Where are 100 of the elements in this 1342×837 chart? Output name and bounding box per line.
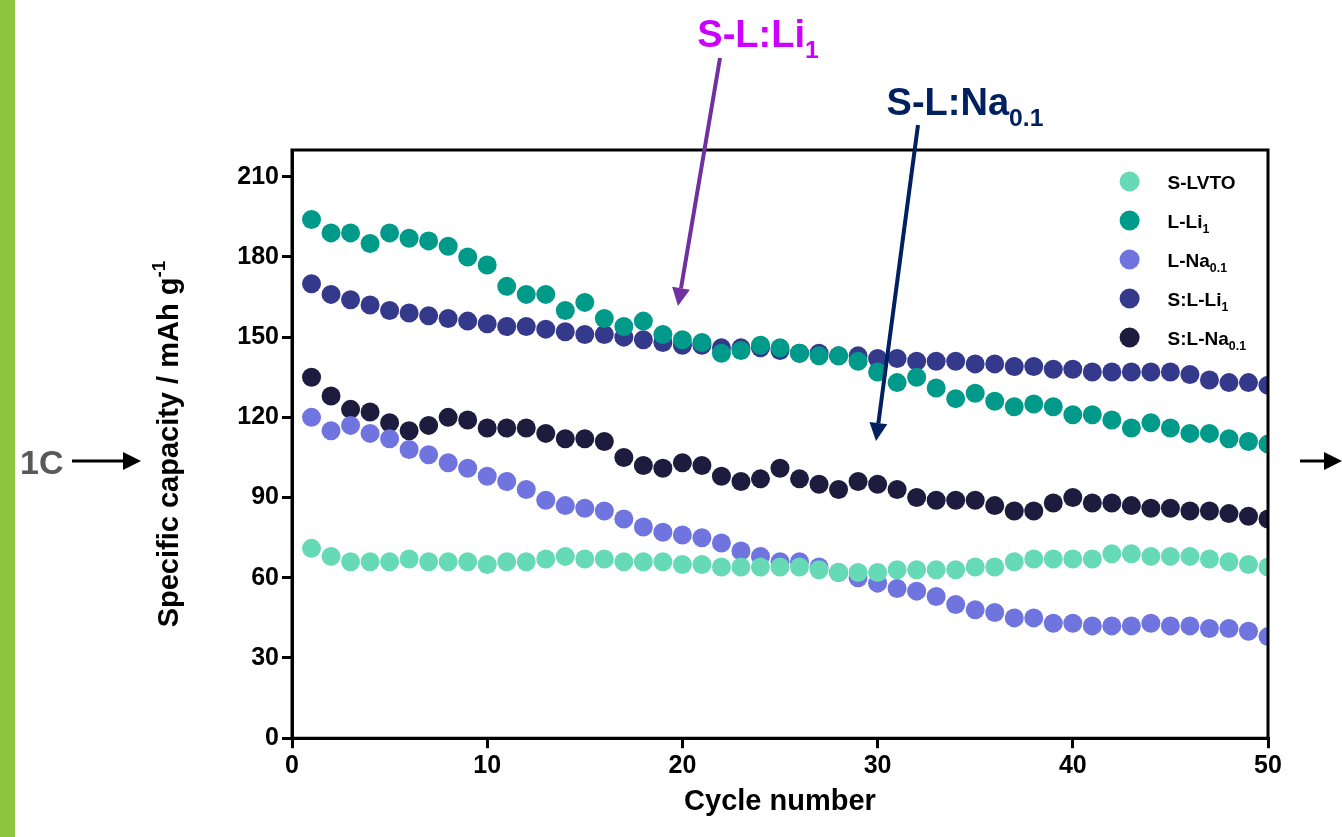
point xyxy=(1238,373,1258,393)
point xyxy=(1024,549,1044,569)
point xyxy=(419,552,439,572)
point xyxy=(614,447,634,467)
point xyxy=(1160,498,1180,518)
point xyxy=(653,458,673,478)
point xyxy=(1238,506,1258,526)
point xyxy=(633,517,653,537)
point xyxy=(516,552,536,572)
y-tick-label: 30 xyxy=(251,641,279,670)
point xyxy=(497,552,517,572)
point xyxy=(1004,552,1024,572)
point xyxy=(1063,405,1083,425)
point xyxy=(399,303,419,323)
point xyxy=(1180,501,1200,521)
point xyxy=(1160,546,1180,566)
point xyxy=(614,552,634,572)
point xyxy=(985,496,1005,516)
point xyxy=(321,386,341,406)
point xyxy=(575,549,595,569)
point xyxy=(516,316,536,336)
point xyxy=(419,415,439,435)
point xyxy=(926,587,946,606)
point xyxy=(672,330,692,350)
point xyxy=(438,308,458,328)
point xyxy=(965,600,985,620)
point xyxy=(1180,365,1200,385)
x-tick-label: 30 xyxy=(863,750,892,779)
point xyxy=(1121,496,1141,516)
point xyxy=(321,223,341,243)
point xyxy=(907,560,927,580)
point xyxy=(575,429,595,449)
point xyxy=(1180,423,1200,443)
point xyxy=(1063,549,1083,569)
point xyxy=(419,306,439,326)
point xyxy=(1043,493,1063,513)
x-tick-label: 20 xyxy=(668,750,697,779)
point xyxy=(477,466,497,486)
x-tick-label: 40 xyxy=(1058,750,1087,779)
point xyxy=(1043,397,1063,417)
point xyxy=(770,557,790,577)
point xyxy=(965,490,985,510)
point xyxy=(575,498,595,518)
point xyxy=(1004,608,1024,628)
point xyxy=(750,469,770,489)
point xyxy=(1121,544,1141,564)
point xyxy=(946,389,966,409)
point xyxy=(1121,418,1141,438)
legend-label: S-LVTO xyxy=(1167,171,1236,193)
point xyxy=(1199,619,1219,639)
y-tick-label: 150 xyxy=(237,321,279,350)
point xyxy=(672,554,692,574)
point xyxy=(614,509,634,529)
point xyxy=(516,480,536,500)
point xyxy=(653,552,673,572)
point xyxy=(926,560,946,580)
point xyxy=(360,552,380,572)
point xyxy=(1102,493,1122,513)
point xyxy=(711,557,731,577)
point xyxy=(536,490,556,510)
point xyxy=(711,466,731,486)
text: 1C xyxy=(20,443,64,481)
point xyxy=(321,284,341,304)
point xyxy=(1141,413,1161,433)
point xyxy=(1199,423,1219,443)
point xyxy=(1082,405,1102,425)
point xyxy=(907,581,927,601)
point xyxy=(926,378,946,398)
point xyxy=(633,455,653,475)
point xyxy=(594,501,614,521)
point xyxy=(321,421,341,441)
x-tick-label: 50 xyxy=(1254,750,1282,779)
point xyxy=(1004,357,1024,377)
point xyxy=(1141,498,1161,518)
point xyxy=(1219,429,1239,449)
point xyxy=(341,552,361,572)
x-tick-label: 10 xyxy=(473,750,502,779)
point xyxy=(1121,616,1141,636)
point xyxy=(1102,616,1122,636)
point xyxy=(809,474,829,494)
point xyxy=(711,343,731,363)
point xyxy=(1063,488,1083,508)
point xyxy=(419,445,439,465)
point xyxy=(302,210,322,230)
point xyxy=(985,603,1005,623)
point xyxy=(750,557,770,577)
point xyxy=(477,418,497,438)
point xyxy=(555,300,575,320)
point xyxy=(516,418,536,438)
point xyxy=(341,290,361,310)
point xyxy=(575,324,595,344)
y-tick-label: 210 xyxy=(237,160,279,189)
point xyxy=(438,407,458,427)
point xyxy=(653,324,673,344)
point xyxy=(1063,359,1083,379)
point xyxy=(907,488,927,508)
point xyxy=(458,410,478,430)
point xyxy=(926,490,946,510)
point xyxy=(497,316,517,336)
point xyxy=(555,429,575,449)
